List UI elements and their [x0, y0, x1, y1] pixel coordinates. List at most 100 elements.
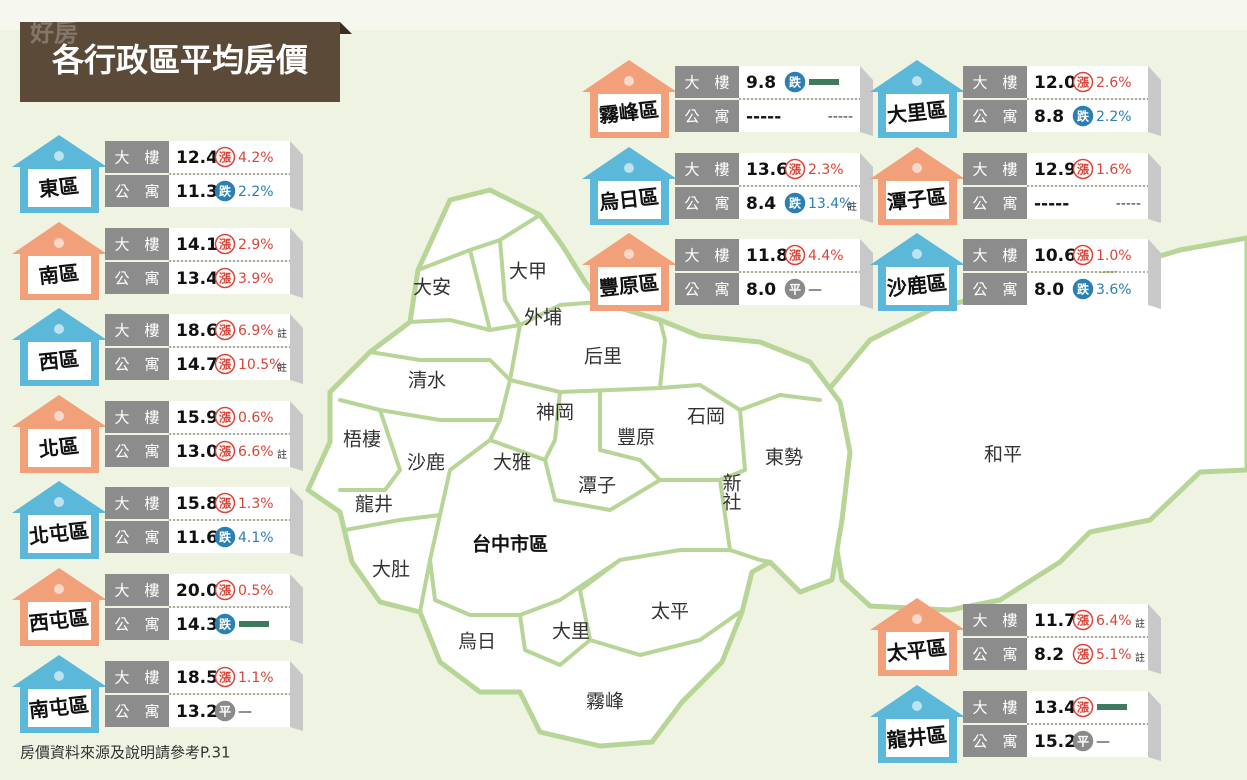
change: 2.2% — [1096, 109, 1132, 125]
house-dot — [912, 76, 922, 86]
row-label-bg — [963, 187, 1027, 219]
row-label: 公 寓 — [114, 356, 159, 374]
row-label: 公 寓 — [114, 616, 159, 634]
row-label: 大 樓 — [972, 74, 1017, 92]
row-label-bg — [105, 314, 169, 346]
row-label-bg — [105, 661, 169, 693]
row-label: 公 寓 — [684, 281, 729, 299]
row-label: 大 樓 — [114, 582, 159, 600]
note: 註 — [1135, 652, 1145, 664]
house-window — [598, 267, 661, 305]
map-label: 新社 — [720, 473, 742, 511]
district-card: 南區大 樓 14.1 漲 2.9%公 寓 13.4 漲 3.9% — [12, 222, 303, 300]
house-dot — [54, 671, 64, 681]
change: 4.2% — [238, 150, 274, 166]
map-label: 太平 — [651, 601, 689, 623]
change: 2.9% — [238, 237, 274, 253]
price: 12.4 — [176, 148, 218, 168]
card-shadow — [290, 141, 303, 211]
card-shadow — [1148, 691, 1161, 761]
row-label-bg — [105, 175, 169, 207]
trend-badge-text: 漲 — [1077, 162, 1090, 177]
trend-badge — [784, 192, 806, 214]
trend-badge-text: 平 — [219, 705, 231, 719]
card-shadow — [290, 487, 303, 557]
trend-badge-text: 漲 — [219, 670, 232, 685]
trend-badge-text: 漲 — [219, 323, 232, 338]
trend-badge-text: 漲 — [1077, 75, 1090, 90]
price: 11.7 — [1034, 611, 1076, 631]
map-label: 大甲 — [509, 261, 547, 283]
price: 13.6 — [746, 160, 788, 180]
change: 10.5% — [238, 357, 282, 373]
row-label: 公 寓 — [114, 183, 159, 201]
row-label: 公 寓 — [114, 529, 159, 547]
row-label-bg — [105, 435, 169, 467]
map-label: 東勢 — [765, 447, 803, 469]
house-window — [28, 169, 91, 207]
map-label: 梧棲 — [343, 429, 381, 451]
house-window — [598, 94, 661, 132]
note: 註 — [277, 449, 287, 461]
trend-badge — [214, 613, 236, 635]
house-dot — [912, 614, 922, 624]
row-label-bg — [105, 521, 169, 553]
map-label: 和平 — [984, 444, 1022, 466]
row-label-bg — [105, 695, 169, 727]
change: 3.6% — [1096, 282, 1132, 298]
change: 3.9% — [238, 271, 274, 287]
card-shadow — [290, 314, 303, 384]
district-border — [416, 213, 542, 272]
change: 6.9% — [238, 323, 274, 339]
trend-badge — [1072, 696, 1094, 718]
map-label: 大安 — [413, 277, 451, 299]
trend-badge — [214, 700, 236, 722]
house-dot — [54, 584, 64, 594]
district-border — [343, 418, 502, 532]
house-window — [886, 719, 949, 757]
house-window — [28, 602, 91, 640]
row-label: 大 樓 — [114, 322, 159, 340]
row-label-bg — [105, 608, 169, 640]
price: 18.6 — [176, 321, 218, 341]
trend-badge-text: 漲 — [789, 162, 802, 177]
house-window — [28, 515, 91, 553]
change: — — [1096, 734, 1110, 750]
price: 15.2 — [1034, 732, 1076, 752]
house-dot — [912, 701, 922, 711]
trend-badge — [214, 526, 236, 548]
change: 1.1% — [238, 670, 274, 686]
trend-badge-text: 漲 — [219, 271, 232, 286]
trend-badge — [784, 278, 806, 300]
trend-badge — [784, 158, 806, 180]
note: 註 — [277, 362, 287, 374]
price: 9.8 — [746, 73, 776, 93]
trend-badge-text: 平 — [1077, 735, 1089, 749]
map-label: 石岡 — [687, 406, 725, 428]
row-label: 大 樓 — [114, 669, 159, 687]
note: 註 — [277, 328, 287, 340]
house-window — [28, 342, 91, 380]
trend-badge-text: 跌 — [789, 196, 802, 211]
row-label-bg — [105, 574, 169, 606]
district-border — [338, 408, 402, 492]
row-label-bg — [963, 604, 1027, 636]
trend-badge-text: 平 — [789, 283, 801, 297]
district-name: 南區 — [38, 260, 80, 288]
house-dot — [54, 497, 64, 507]
change: 0.6% — [238, 410, 274, 426]
row-label: 公 寓 — [972, 281, 1017, 299]
change: 0.5% — [238, 583, 274, 599]
change: 4.4% — [808, 248, 844, 264]
row-label: 公 寓 — [684, 195, 729, 213]
trend-badge-text: 跌 — [789, 75, 802, 90]
house-dot — [54, 411, 64, 421]
price: ----- — [1034, 194, 1069, 214]
